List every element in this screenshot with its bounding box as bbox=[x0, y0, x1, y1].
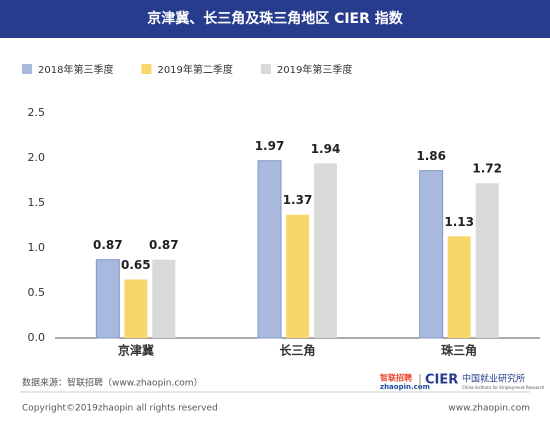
logo-cier-cn: 中国就业研究所 bbox=[462, 373, 525, 385]
value-label: 1.37 bbox=[283, 193, 313, 207]
bar bbox=[475, 183, 499, 338]
copyright: Copyright©2019zhaopin all rights reserve… bbox=[22, 404, 218, 414]
header-band bbox=[0, 0, 550, 38]
bar bbox=[314, 163, 337, 338]
y-tick-label: 0.5 bbox=[28, 286, 46, 299]
x-tick-label: 珠三角 bbox=[441, 343, 477, 358]
chart-title: 京津冀、长三角及珠三角地区 CIER 指数 bbox=[147, 10, 404, 27]
y-tick-label: 2.0 bbox=[28, 151, 46, 164]
legend-swatch bbox=[141, 64, 152, 74]
legend-label: 2019年第三季度 bbox=[277, 63, 352, 76]
value-label: 1.97 bbox=[255, 139, 285, 153]
bar bbox=[95, 259, 120, 339]
bar bbox=[257, 160, 282, 339]
url: www.zhaopin.com bbox=[448, 404, 530, 414]
x-tick-label: 长三角 bbox=[279, 343, 315, 358]
value-label: 0.65 bbox=[121, 258, 151, 272]
y-tick-label: 2.5 bbox=[28, 106, 46, 119]
legend-label: 2018年第三季度 bbox=[38, 63, 113, 76]
y-tick-label: 0.0 bbox=[28, 331, 46, 344]
logo-zhaopin-url: zhaopin.com bbox=[380, 383, 430, 391]
logo-cier: CIER bbox=[425, 373, 458, 388]
value-label: 0.87 bbox=[93, 238, 123, 252]
bar bbox=[152, 259, 176, 338]
legend-swatch bbox=[22, 64, 32, 74]
logo-zhaopin: 智联招聘 bbox=[380, 373, 412, 383]
bar bbox=[447, 236, 471, 338]
y-tick-label: 1.0 bbox=[28, 241, 46, 254]
value-label: 1.94 bbox=[311, 142, 341, 156]
value-label: 1.72 bbox=[472, 162, 502, 176]
bar bbox=[419, 170, 444, 339]
legend-swatch bbox=[260, 64, 271, 74]
bar bbox=[286, 214, 309, 338]
y-tick-label: 1.5 bbox=[28, 196, 46, 209]
value-label: 1.13 bbox=[444, 215, 474, 229]
value-label: 1.86 bbox=[416, 149, 446, 163]
value-label: 0.87 bbox=[149, 238, 179, 252]
legend-label: 2019年第二季度 bbox=[157, 63, 232, 76]
logo-cier-en: China Institute for Employment Research bbox=[462, 385, 545, 390]
x-tick-label: 京津冀 bbox=[118, 343, 154, 358]
source: 数据来源：智联招聘（www.zhaopin.com） bbox=[22, 377, 203, 389]
bar bbox=[124, 279, 148, 338]
